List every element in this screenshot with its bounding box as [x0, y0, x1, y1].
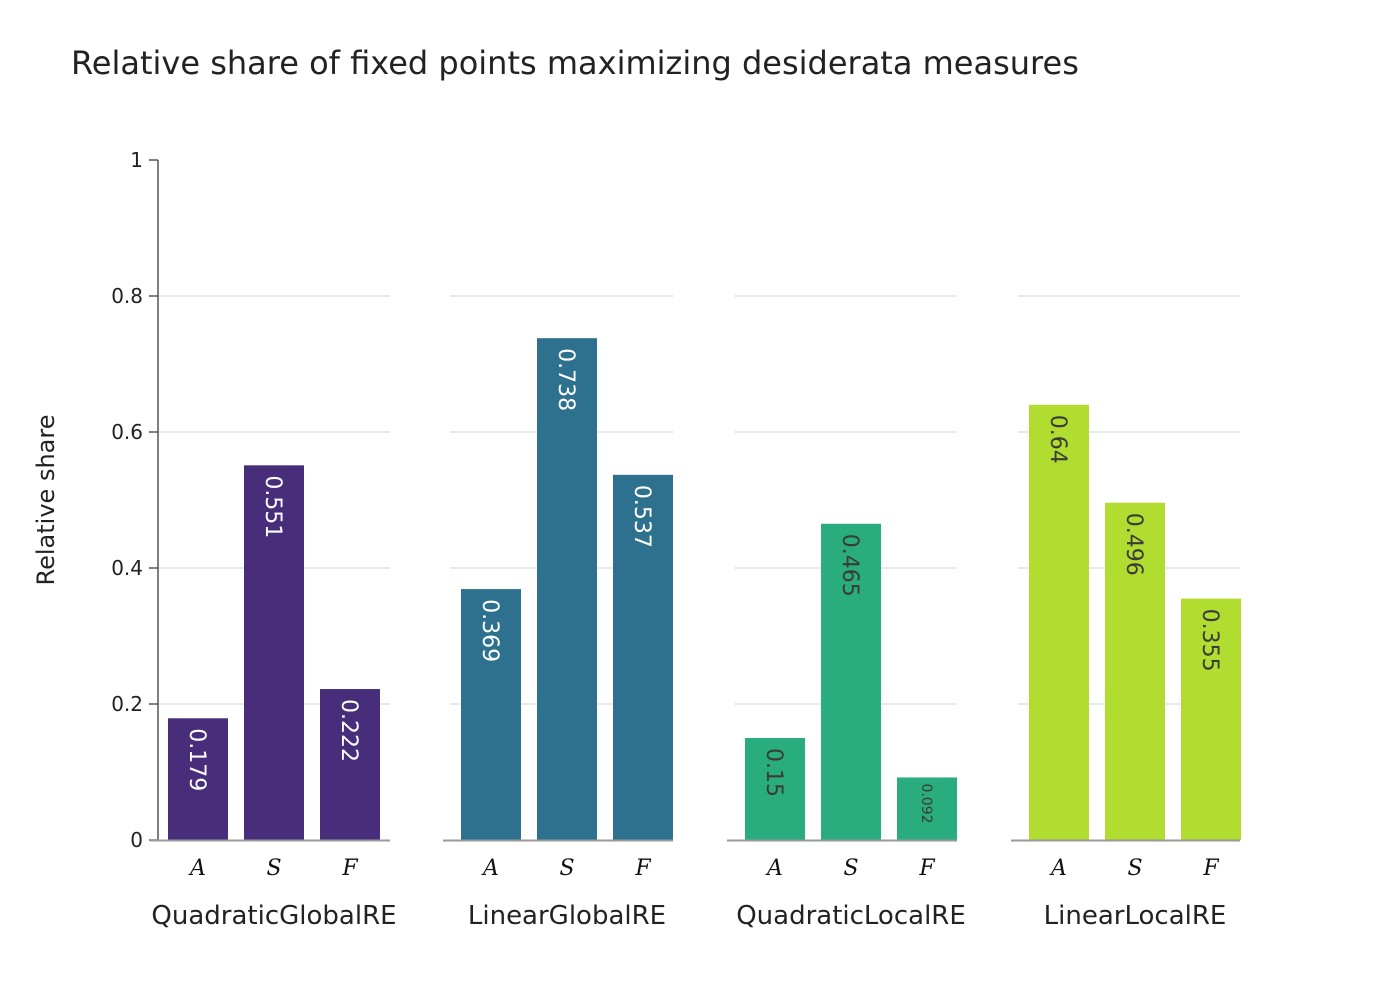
bar-value-label: 0.222	[336, 699, 361, 762]
bar-LinearGlobalRE-F	[613, 474, 673, 840]
x-tick-label: F	[918, 856, 935, 881]
bar-LinearLocalRE-S	[1105, 502, 1165, 840]
bar-value-label: 0.369	[477, 599, 502, 662]
bar-value-label: 0.496	[1121, 513, 1146, 576]
bar-value-label: 0.15	[761, 748, 786, 797]
bars-layer	[168, 338, 1241, 840]
panel-label: LinearLocalRE	[1044, 901, 1227, 931]
bar-QuadraticLocalRE-A	[745, 738, 805, 840]
y-tick-label: 1	[130, 148, 143, 172]
axis-layer: 0 0.2 0.4 0.6 0.8 1 Relative share	[32, 148, 1240, 852]
x-tick-label: F	[634, 856, 651, 881]
bar-LinearGlobalRE-S	[537, 338, 597, 840]
x-tick-label: A	[1049, 856, 1067, 881]
x-tick-label: A	[481, 856, 499, 881]
chart-title: Relative share of fixed points maximizin…	[71, 44, 1079, 82]
y-tick-label: 0.2	[111, 692, 143, 716]
bar-value-label: 0.092	[918, 783, 934, 823]
bar-QuadraticLocalRE-S	[821, 523, 881, 840]
y-tick-label: 0	[130, 828, 143, 852]
bar-value-label: 0.465	[837, 534, 862, 597]
y-axis-title: Relative share	[32, 415, 60, 586]
x-tick-label: S	[559, 856, 574, 881]
bar-LinearLocalRE-F	[1181, 598, 1241, 840]
bar-QuadraticGlobalRE-A	[168, 718, 228, 840]
bar-QuadraticGlobalRE-F	[320, 689, 380, 840]
x-tick-label: S	[1127, 856, 1142, 881]
bar-value-label: 0.179	[184, 728, 209, 791]
bar-value-label: 0.64	[1045, 415, 1070, 464]
panel-label: QuadraticGlobalRE	[151, 901, 396, 931]
panel-label: QuadraticLocalRE	[736, 901, 966, 931]
bar-LinearLocalRE-A	[1029, 404, 1089, 840]
x-tick-label: S	[266, 856, 281, 881]
bar-QuadraticGlobalRE-S	[244, 465, 304, 840]
x-tick-label: F	[1202, 856, 1219, 881]
y-tick-label: 0.6	[111, 420, 143, 444]
x-tick-label: A	[188, 856, 206, 881]
x-tick-label: F	[341, 856, 358, 881]
x-tick-label: A	[765, 856, 783, 881]
bar-value-label: 0.355	[1197, 609, 1222, 672]
y-tick-label: 0.8	[111, 284, 143, 308]
y-tick-label: 0.4	[111, 556, 143, 580]
bar-QuadraticLocalRE-F	[897, 777, 957, 840]
bar-value-label: 0.738	[553, 348, 578, 411]
bar-value-label: 0.537	[629, 485, 654, 548]
labels-layer: 0.179 A 0.551 S 0.222 F QuadraticGlobalRE 0.369…	[151, 348, 1226, 931]
bar-LinearGlobalRE-A	[461, 589, 521, 840]
panel-label: LinearGlobalRE	[468, 901, 666, 931]
bar-value-label: 0.551	[260, 475, 285, 538]
x-tick-label: S	[843, 856, 858, 881]
